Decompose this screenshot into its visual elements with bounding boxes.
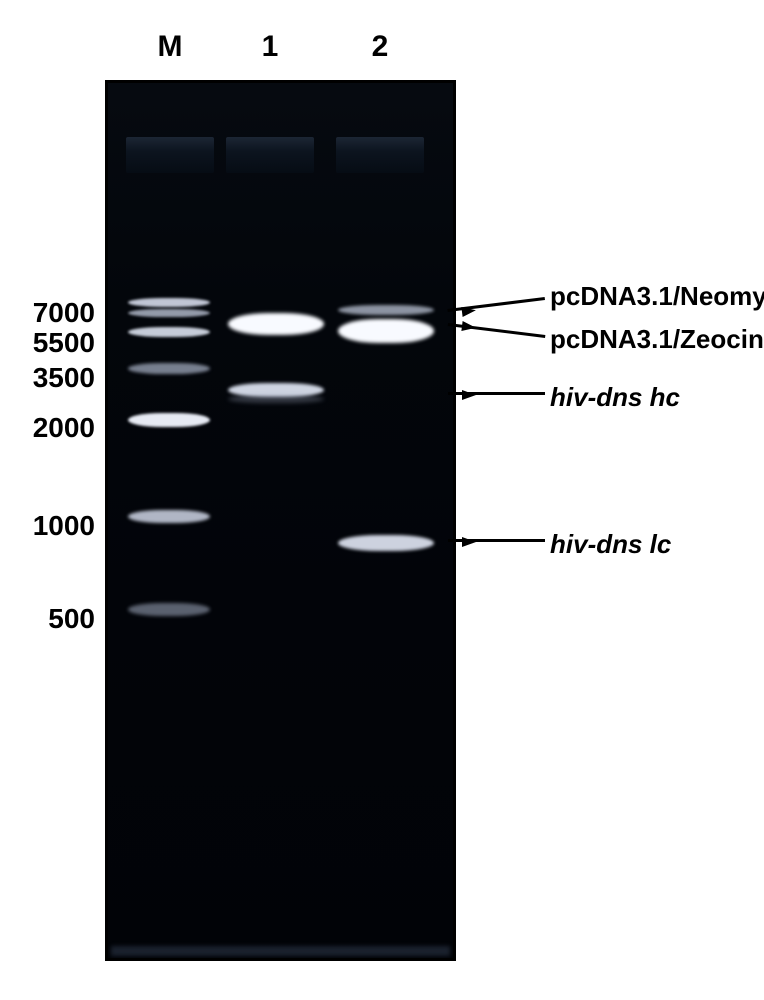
lane-label-2: 2	[360, 30, 400, 64]
band-label-zeo: pcDNA3.1/Zeocin	[550, 324, 764, 355]
lane-m-band-1	[128, 309, 210, 317]
lane-m-band-4	[128, 413, 210, 427]
figure-canvas: M 1 2 700055003500 2000 1000 500 pcDNA3.1/Neo…	[0, 0, 764, 1000]
lane-1-band-0	[228, 313, 324, 335]
band-label-neo: pcDNA3.1/Neomycin	[550, 281, 764, 312]
lane-m-band-5	[128, 510, 210, 523]
marker-label-500: 500	[48, 603, 95, 635]
marker-label-5500: 5500	[33, 327, 95, 359]
gel-bottom-glow	[111, 946, 450, 956]
arrow-head-2	[462, 390, 476, 400]
arrow-head-3	[462, 537, 476, 547]
lane-m-band-6	[128, 603, 210, 616]
band-label-hc: hiv-dns hc	[550, 382, 680, 413]
marker-label-7000: 7000	[33, 297, 95, 329]
marker-label-2000: 2000	[33, 412, 95, 444]
lane-m-band-2	[128, 327, 210, 337]
lane-1-band-2	[228, 395, 324, 403]
lane-2-band-1	[338, 319, 434, 343]
lane-2-band-2	[338, 535, 434, 551]
marker-label-1000: 1000	[33, 510, 95, 542]
marker-label-3500: 3500	[33, 362, 95, 394]
well-M	[126, 137, 214, 173]
lane-label-M: M	[150, 30, 190, 64]
arrow-head-1	[461, 321, 476, 333]
lane-label-1: 1	[250, 30, 290, 64]
well-L1	[226, 137, 314, 173]
well-L2	[336, 137, 424, 173]
arrow-head-0	[461, 305, 476, 317]
gel-image	[105, 80, 456, 961]
lane-m-band-3	[128, 363, 210, 374]
lane-2-band-0	[338, 305, 434, 315]
band-label-lc: hiv-dns lc	[550, 529, 671, 560]
lane-m-band-0	[128, 298, 210, 307]
